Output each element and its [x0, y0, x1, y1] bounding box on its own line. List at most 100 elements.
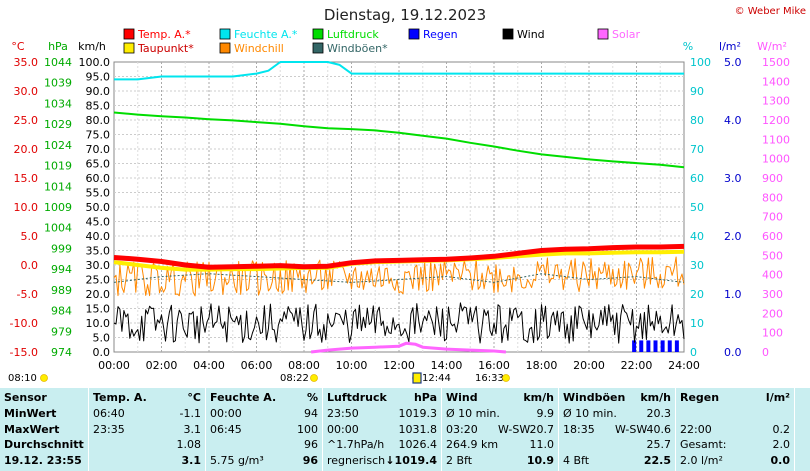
rain-bar — [632, 340, 637, 352]
x-tick-label: 18:00 — [526, 359, 558, 372]
tick-label-wind: 10.0 — [86, 317, 111, 330]
col-rain: Regen l/m² 22:00 0.2 Gesamt: 2.0 2.0 l/m² 0.… — [676, 388, 794, 471]
tick-label-wind: 20.0 — [86, 288, 111, 301]
hum-avg-value: 96 — [304, 438, 318, 451]
rain-today: 2.0 l/m² — [680, 454, 723, 467]
tick-label-solar: 300 — [762, 288, 783, 301]
rain-max-value: 0.2 — [772, 423, 791, 436]
tick-label-humidity: 90 — [690, 85, 704, 98]
tick-label-solar: 200 — [762, 307, 783, 320]
tick-label-solar: 900 — [762, 172, 783, 185]
gust-max-dir: W-SW — [615, 423, 648, 436]
legend-swatch — [219, 28, 231, 40]
hum-min-time: 00:00 — [210, 407, 242, 420]
press-header: Luftdruck — [327, 391, 387, 404]
gust-header: Windböen — [563, 391, 626, 404]
wind-unit: km/h — [523, 391, 554, 404]
gust-avg10-label: Ø 10 min. — [563, 407, 617, 420]
x-tick-label: 04:00 — [193, 359, 225, 372]
tick-label-wind: 5.0 — [93, 332, 111, 345]
series-line-solar — [310, 341, 507, 354]
weather-chart: Dienstag, 19.12.2023 © Weber Mike Temp. … — [8, 6, 806, 384]
axis-label-rain: l/m² — [719, 40, 741, 53]
col-sensor: Sensor MinWert MaxWert Durchschnitt 19.1… — [0, 388, 88, 471]
tick-label-pressure: 979 — [51, 325, 72, 338]
tick-label-rain: 2.0 — [724, 230, 742, 243]
gust-max-time: 18:35 — [563, 423, 595, 436]
tick-label-pressure: 1014 — [44, 180, 72, 193]
tick-label-solar: 0 — [762, 346, 769, 359]
tick-label-pressure: 984 — [51, 305, 72, 318]
wind-avg10-value: 9.9 — [536, 407, 555, 420]
sun-marker-label: 08:22 — [280, 373, 309, 384]
sun-icon — [40, 374, 48, 382]
sun-marker-label: 16:33 — [475, 373, 504, 384]
tick-label-humidity: 10 — [690, 317, 704, 330]
hum-now-value: 96 — [302, 454, 318, 467]
tick-label-temp: -15.0 — [10, 346, 38, 359]
sun-markers: 08:10 08:22 12:44 16:33 — [8, 372, 510, 384]
legend-swatch — [312, 42, 324, 54]
hum-abs-value: 5.75 g/m³ — [210, 454, 264, 467]
tick-label-wind: 25.0 — [86, 274, 111, 287]
gust-avg-value: 25.7 — [646, 438, 672, 451]
tick-label-pressure: 989 — [51, 284, 72, 297]
temp-max-value: 3.1 — [183, 423, 202, 436]
legend-swatch — [123, 42, 135, 54]
noon-icon — [412, 372, 422, 384]
temp-min-value: -1.1 — [179, 407, 201, 420]
x-tick-label: 20:00 — [573, 359, 605, 372]
series-layer — [113, 61, 685, 354]
wind-now-value: 10.9 — [526, 454, 554, 467]
wind-max-value: 20.7 — [529, 423, 555, 436]
tick-label-wind: 55.0 — [86, 187, 111, 200]
sensor-header: Sensor — [4, 391, 47, 404]
tick-label-rain: 1.0 — [724, 288, 742, 301]
tick-label-rain: 5.0 — [724, 56, 742, 69]
grid — [114, 62, 684, 352]
legend-label: Windböen* — [327, 42, 388, 55]
tick-label-pressure: 994 — [51, 263, 72, 276]
tick-label-wind: 85.0 — [86, 100, 111, 113]
legend-swatch — [219, 42, 231, 54]
hum-unit: % — [306, 391, 318, 404]
temp-now-value: 3.1 — [181, 454, 202, 467]
tick-label-wind: 40.0 — [86, 230, 111, 243]
press-now-value: ↓1019.4 — [385, 454, 437, 467]
series-line-windchill — [113, 256, 685, 297]
tick-label-temp: 30.0 — [14, 85, 39, 98]
copyright-text: © Weber Mike — [735, 6, 806, 17]
col-extra — [795, 388, 810, 471]
tick-label-temp: 20.0 — [14, 143, 39, 156]
tick-label-humidity: 60 — [690, 172, 704, 185]
tick-label-solar: 1500 — [762, 56, 790, 69]
rain-unit: l/m² — [765, 391, 790, 404]
press-forecast: regnerisch — [327, 454, 386, 467]
hum-max-time: 06:45 — [210, 423, 242, 436]
tick-label-temp: 15.0 — [14, 172, 39, 185]
legend-label: Regen — [423, 28, 458, 41]
tick-label-solar: 1100 — [762, 133, 790, 146]
col-humidity: Feuchte A.% 00:00 94 06:45 100 96 5.75 g/m… — [206, 388, 322, 471]
tick-label-temp: 0.0 — [21, 259, 39, 272]
tick-label-humidity: 40 — [690, 230, 704, 243]
axis-label-pressure: hPa — [48, 40, 68, 53]
tick-label-pressure: 1034 — [44, 97, 72, 110]
tick-label-humidity: 50 — [690, 201, 704, 214]
wind-max-time: 03:20 — [446, 423, 478, 436]
rain-bar — [674, 340, 679, 352]
gust-bft: 4 Bft — [563, 454, 590, 467]
tick-label-pressure: 1019 — [44, 160, 72, 173]
tick-label-temp: 5.0 — [21, 230, 39, 243]
legend-swatch — [123, 28, 135, 40]
tick-label-pressure: 1024 — [44, 139, 72, 152]
col-pressure: Luftdruck hPa 23:50 1019.3 00:00 1031.8 ^1.… — [323, 388, 441, 471]
axis-label-humidity: % — [683, 40, 693, 53]
legend-swatch — [597, 28, 609, 40]
legend-label: Solar — [612, 28, 641, 41]
x-tick-label: 24:00 — [668, 359, 700, 372]
legend-label: Feuchte A.* — [234, 28, 298, 41]
wind-bft: 2 Bft — [446, 454, 473, 467]
tick-label-wind: 80.0 — [86, 114, 111, 127]
tick-label-wind: 45.0 — [86, 216, 111, 229]
